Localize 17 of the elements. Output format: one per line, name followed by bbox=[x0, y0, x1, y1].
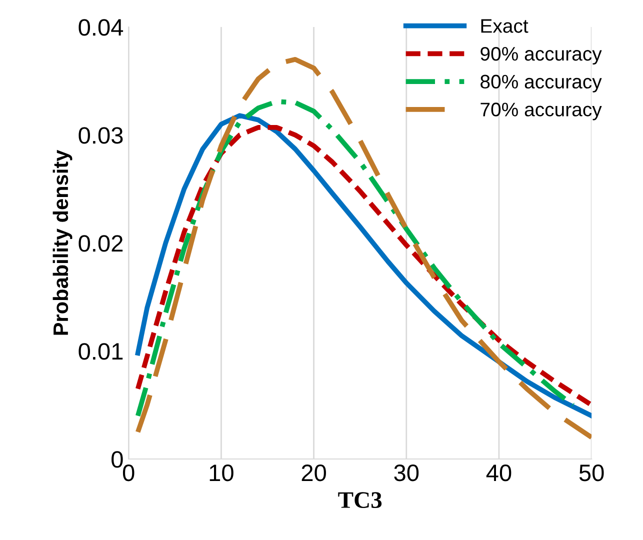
x-tick-label: 0 bbox=[122, 464, 134, 482]
y-axis-title: Probability density bbox=[52, 150, 72, 335]
x-tick-label: 20 bbox=[302, 464, 326, 482]
x-tick-label: 40 bbox=[486, 464, 512, 482]
y-tick-label: 0.04 bbox=[78, 19, 124, 36]
y-tick-label: 0.01 bbox=[78, 343, 123, 360]
x-tick-label: 10 bbox=[210, 464, 234, 482]
x-axis-title: TC3 bbox=[338, 492, 382, 508]
y-tick-label: 0.03 bbox=[78, 127, 123, 144]
legend-label: 80% accuracy bbox=[480, 74, 602, 92]
x-tick-label: 30 bbox=[394, 464, 419, 482]
legend-label: 90% accuracy bbox=[480, 46, 602, 65]
y-tick-label: 0.02 bbox=[78, 235, 123, 252]
legend-label: Exact bbox=[481, 19, 528, 33]
x-tick-label: 50 bbox=[579, 464, 604, 482]
y-tick-label: 0 bbox=[112, 451, 123, 468]
legend-label: 70% accuracy bbox=[480, 102, 602, 120]
